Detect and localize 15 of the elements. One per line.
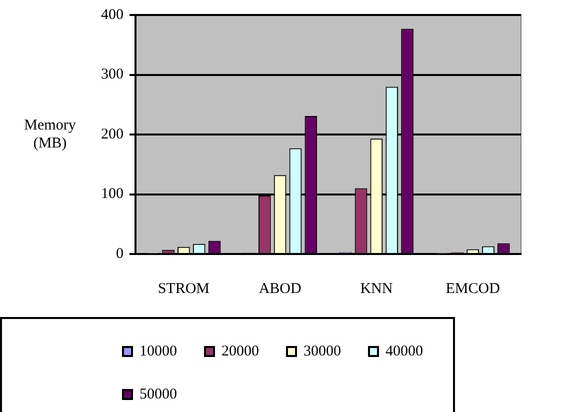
y-tick-label: 200 bbox=[101, 126, 124, 142]
x-tick-label: STROM bbox=[158, 280, 210, 297]
y-tick-label: 100 bbox=[101, 186, 124, 202]
legend-label: 20000 bbox=[222, 343, 259, 360]
y-axis-title: Memory (MB) bbox=[24, 117, 76, 152]
x-tick-label: EMCOD bbox=[446, 280, 500, 297]
x-tick-label: KNN bbox=[360, 280, 393, 297]
legend-label: 50000 bbox=[140, 386, 177, 402]
legend-label: 40000 bbox=[386, 343, 423, 360]
y-tick-label: 400 bbox=[101, 6, 124, 23]
legend-label: 30000 bbox=[304, 343, 341, 360]
x-tick-label: ABOD bbox=[258, 280, 302, 297]
y-tick-label: 300 bbox=[101, 66, 124, 83]
y-tick-label: 0 bbox=[116, 246, 124, 262]
legend-label: 10000 bbox=[140, 343, 177, 360]
